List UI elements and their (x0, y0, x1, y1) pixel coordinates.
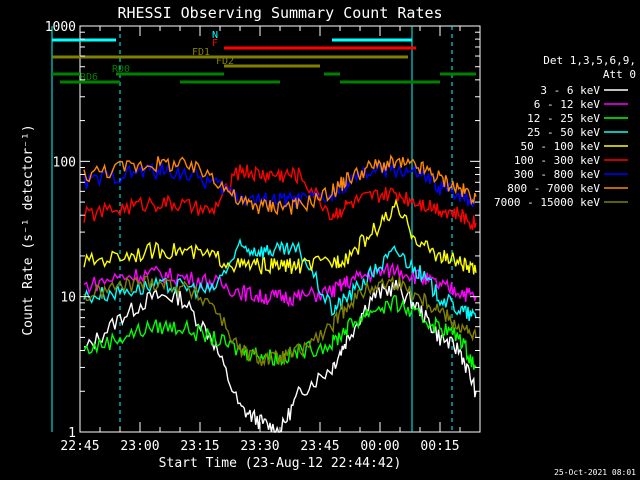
legend-label: 12 - 25 keV (527, 112, 600, 125)
x-tick-label: 22:45 (60, 439, 99, 454)
x-tick-label: 00:00 (360, 439, 399, 454)
series-line (83, 154, 477, 216)
series-line (83, 237, 477, 322)
legend-label: 6 - 12 keV (534, 98, 601, 111)
flag-label: FD2 (216, 56, 234, 67)
x-tick-label: 23:45 (300, 439, 339, 454)
legend-label: 50 - 100 keV (521, 140, 601, 153)
x-tick-label: 23:15 (180, 439, 219, 454)
y-tick-label: 1000 (45, 20, 76, 35)
flag-label: FD1 (192, 47, 210, 58)
legend-header: Det 1,3,5,6,9, (543, 54, 636, 67)
legend-label: 25 - 50 keV (527, 126, 600, 139)
timestamp: 25-Oct-2021 08:01 (554, 468, 636, 477)
x-tick-label: 00:15 (420, 439, 459, 454)
legend-header: Att 0 (603, 68, 636, 81)
legend-label: 3 - 6 keV (540, 84, 600, 97)
x-axis-label: Start Time (23-Aug-12 22:44:42) (159, 456, 402, 471)
series-line (83, 274, 477, 367)
series-line (83, 164, 477, 231)
y-tick-label: 1 (68, 426, 76, 441)
x-tick-label: 23:30 (240, 439, 279, 454)
series-line (83, 262, 477, 308)
flag-label: RD6 (80, 72, 98, 83)
flag-label: N (212, 30, 218, 41)
y-tick-label: 10 (60, 291, 76, 306)
x-tick-label: 23:00 (120, 439, 159, 454)
series-line (83, 294, 477, 370)
y-axis-label: Count Rate (s⁻¹ detector⁻¹) (21, 124, 36, 335)
flag-label: F (212, 38, 218, 49)
series-line (83, 279, 477, 433)
plot-frame (79, 25, 481, 433)
series-line (83, 197, 477, 275)
chart-title: RHESSI Observing Summary Count Rates (117, 4, 442, 22)
legend-label: 800 - 7000 keV (507, 182, 600, 195)
legend-label: 300 - 800 keV (514, 168, 600, 181)
series-line (83, 161, 477, 211)
flag-label: RD0 (112, 64, 130, 75)
y-tick-label: 100 (53, 155, 76, 170)
legend-label: 7000 - 15000 keV (494, 196, 600, 209)
legend-label: 100 - 300 keV (514, 154, 600, 167)
